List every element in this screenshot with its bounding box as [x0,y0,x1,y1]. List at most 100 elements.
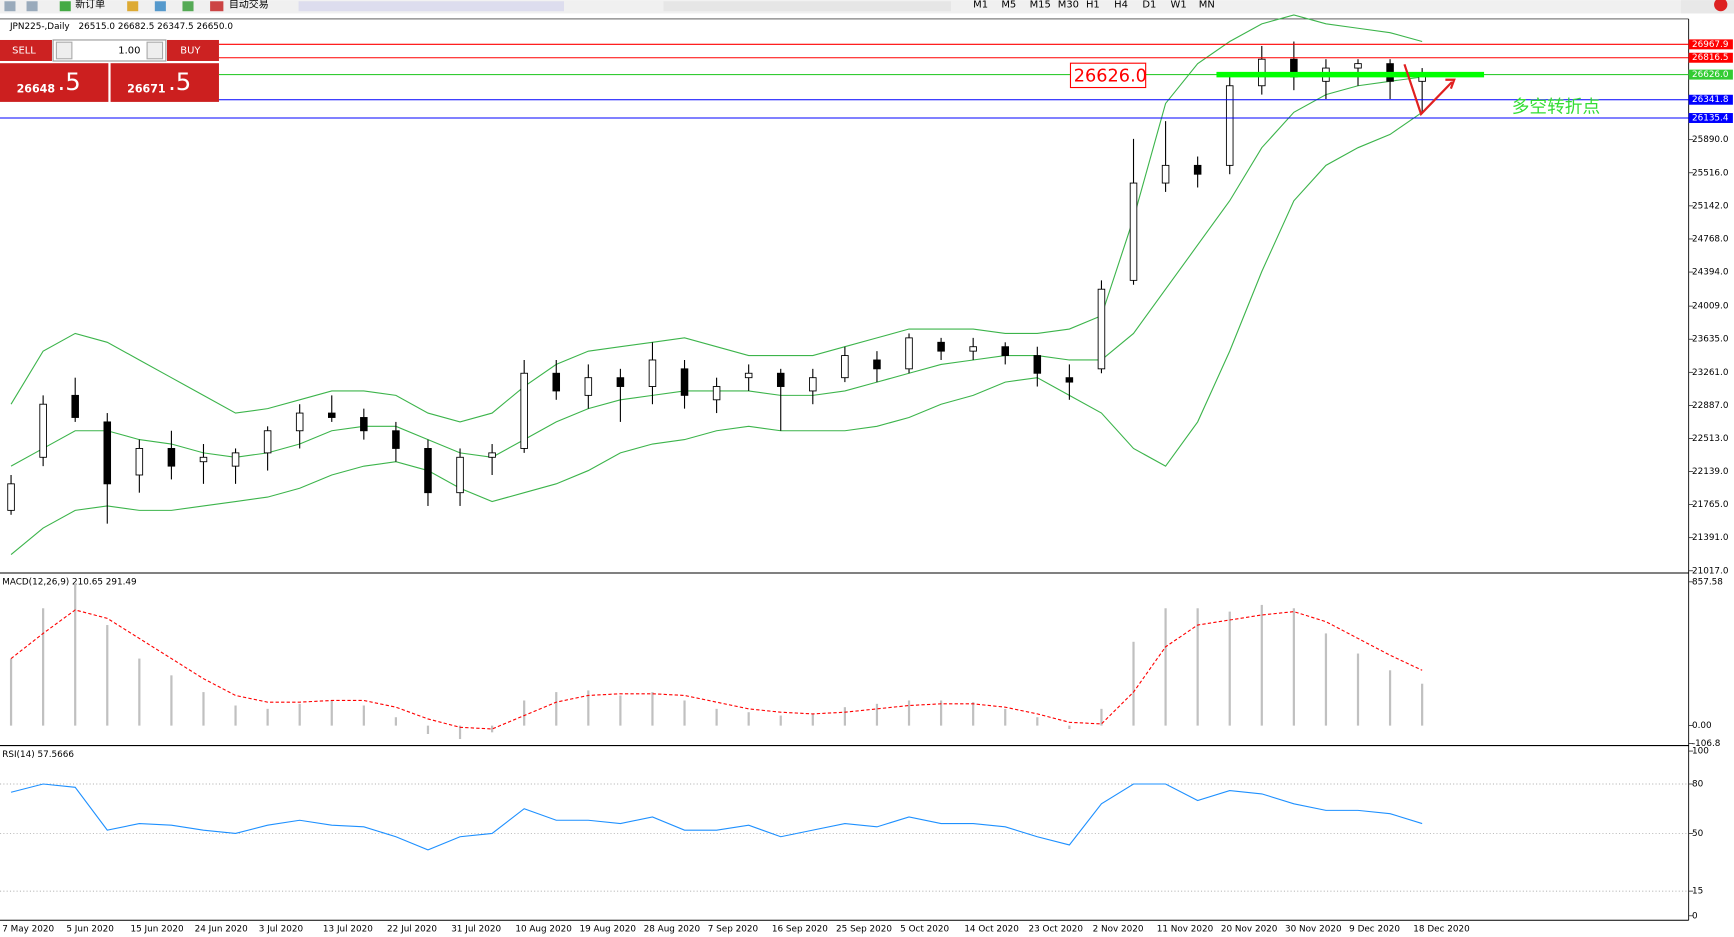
toolbar-icon[interactable] [4,1,16,12]
lot-down[interactable] [55,41,73,60]
macd-bar [587,690,590,726]
timeframe-button[interactable]: M1 [973,0,988,11]
macd-bar [1100,708,1103,726]
macd-bar [1260,604,1263,726]
y-tick-label: 857.58 [1692,577,1723,587]
x-tick-label: 9 Dec 2020 [1349,925,1400,935]
lot-value[interactable]: 1.00 [118,45,140,56]
macd-bar [875,703,879,726]
candle-body [231,452,240,467]
toolbar-icon[interactable] [182,1,194,12]
auto-trading-icon[interactable] [210,1,224,12]
new-order-icon[interactable] [59,1,71,12]
y-tick-label: 15 [1692,887,1703,897]
x-tick-label: 5 Jun 2020 [66,925,114,935]
symbol-title: JPN225-,Daily [9,22,70,32]
timeframe-button[interactable]: MN [1199,0,1215,11]
y-tick-label: 0 [1692,911,1698,921]
macd-bar [42,608,45,726]
x-tick-label: 15 Jun 2020 [130,925,183,935]
x-tick-label: 24 Jun 2020 [195,925,248,935]
x-tick-label: 13 Jul 2020 [323,925,373,935]
price-level-tag [1688,52,1733,63]
macd-bar [138,658,141,726]
y-tick-label: -106.8 [1692,739,1721,749]
macd-bar [170,675,173,726]
toolbar-icon[interactable] [127,1,139,12]
rsi-line [10,783,1423,851]
y-tick-label: 21765.0 [1692,500,1729,510]
candle-body [263,430,272,454]
x-tick-label: 16 Sep 2020 [772,925,828,935]
candle-body [295,412,304,432]
lot-up[interactable] [146,41,164,60]
auto-trading-button[interactable]: 自动交易 [229,0,269,11]
candle-body [712,386,721,401]
candle-body [1097,288,1106,370]
macd-bar [394,717,398,726]
macd-bar [939,700,943,726]
toolbar-icons[interactable] [663,1,952,12]
candle-body [456,456,464,494]
macd-bar [1421,683,1424,726]
macd-bar [1292,608,1295,726]
macd-bar [1164,608,1167,726]
sell-label[interactable]: SELL [12,45,36,56]
macd-bar [298,703,301,726]
x-tick-label: 23 Oct 2020 [1028,925,1083,935]
ask-box[interactable] [110,63,219,102]
timeframe-button[interactable]: W1 [1171,0,1187,11]
x-tick-label: 19 Aug 2020 [579,925,636,935]
candle-body [488,452,496,458]
y-tick-label: 22513.0 [1692,434,1729,444]
ask-main[interactable]: 26671 [127,83,165,96]
macd-bar [1132,641,1135,726]
timeframe-button[interactable]: H4 [1114,0,1128,11]
new-order-button[interactable]: 新订单 [75,0,105,11]
pivot-tag [1069,62,1147,89]
timeframe-button[interactable]: M30 [1058,0,1079,11]
x-tick-label: 18 Dec 2020 [1413,925,1470,935]
x-tick-label: 10 Aug 2020 [515,925,572,935]
candle-body [1193,164,1202,175]
x-tick-label: 7 Sep 2020 [708,925,759,935]
macd-bar [202,692,205,726]
ask-tail[interactable]: .5 [168,67,191,96]
timeframe-button[interactable]: M5 [1001,0,1016,11]
candle-body [1225,85,1234,166]
macd-bar [234,705,237,726]
macd-bar [651,692,654,726]
bid-main[interactable]: 26648 [17,83,55,96]
candle-body [39,403,47,458]
candle-body [744,372,753,379]
lot-input[interactable] [52,39,167,62]
y-tick-label: 23635.0 [1692,335,1729,345]
timeframe-button[interactable]: H1 [1086,0,1100,11]
macd-bar [266,708,269,726]
sell-button[interactable] [0,39,52,61]
y-tick-label: 21017.0 [1692,566,1729,576]
y-tick-label: 80 [1692,780,1704,790]
buy-button[interactable] [166,39,219,61]
y-tick-label: 50 [1692,829,1704,839]
y-tick-label: 24394.0 [1692,268,1729,278]
timeframe-button[interactable]: D1 [1142,0,1156,11]
toolbar-icon[interactable] [26,1,38,12]
macd-bar [1228,611,1231,726]
bid-box[interactable] [0,63,109,102]
candle-body [552,372,561,392]
candle-body [1354,63,1362,69]
macd-bar [619,695,622,726]
bid-tail[interactable]: .5 [58,67,81,96]
price-level-label: 26967.9 [1692,40,1729,50]
candle-body [424,448,432,494]
price-level-tag [1688,94,1733,105]
alert-icon[interactable] [1714,0,1728,12]
x-tick-label: 20 Nov 2020 [1221,925,1278,935]
buy-label[interactable]: BUY [180,45,201,56]
timeframe-button[interactable]: M15 [1030,0,1051,11]
candle-body [616,377,625,387]
x-tick-label: 11 Nov 2020 [1157,925,1214,935]
toolbar-icon[interactable] [154,1,166,12]
toolbar-icons[interactable] [298,1,564,12]
